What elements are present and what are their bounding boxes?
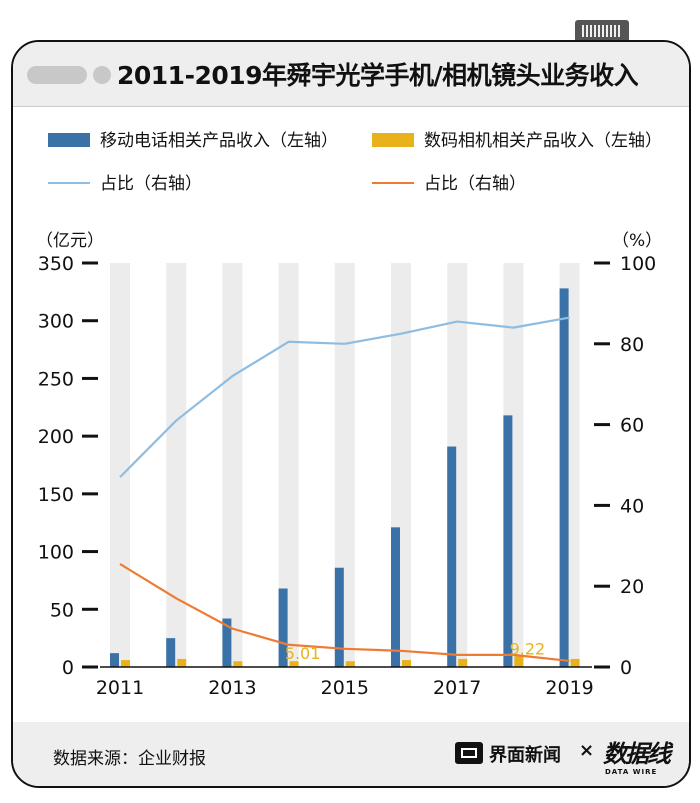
data-source: 数据来源：企业财报 <box>53 749 206 769</box>
legend-label-1: 移动电话相关产品收入（左轴） <box>100 131 338 151</box>
bar-mobile-2013 <box>222 618 232 667</box>
left-tick-label-0: 0 <box>62 657 74 679</box>
bar-mobile-2019 <box>559 288 569 667</box>
legend-swatch-1 <box>48 133 90 147</box>
left-tick-label-150: 150 <box>38 484 74 506</box>
title-dot-decor <box>93 66 111 84</box>
bg-column-2012 <box>166 263 187 667</box>
right-tick-label-40: 40 <box>620 495 644 517</box>
legend-swatch-2 <box>372 133 414 147</box>
bar-camera-2016 <box>402 660 411 667</box>
right-axis-unit: （%） <box>612 231 662 251</box>
bg-column-2014 <box>278 263 299 667</box>
left-axis-unit: （亿元） <box>36 231 104 251</box>
bg-column-2013 <box>222 263 243 667</box>
legend-label-2: 数码相机相关产品收入（左轴） <box>424 131 662 151</box>
bar-camera-2013 <box>233 661 243 667</box>
bar-mobile-2011 <box>110 653 119 667</box>
x-tick-label-2019: 2019 <box>545 677 593 699</box>
bar-camera-2017 <box>458 658 468 667</box>
title-bar: 2011-2019年舜宇光学手机/相机镜头业务收入 <box>13 42 689 107</box>
bar-mobile-2012 <box>166 638 176 667</box>
right-tick-label-20: 20 <box>620 576 644 598</box>
left-tick-label-250: 250 <box>38 368 74 390</box>
bar-camera-2015 <box>345 661 355 667</box>
right-tick-label-60: 60 <box>620 415 644 437</box>
x-tick-label-2015: 2015 <box>321 677 369 699</box>
footer-bar: 数据来源：企业财报 界面新闻 × 数据线 DATA WIRE <box>13 722 689 786</box>
right-tick-label-80: 80 <box>620 334 644 356</box>
data-label-1: 5.01 <box>285 644 321 663</box>
legend-label-3: 占比（右轴） <box>100 174 202 194</box>
jiemian-logo-icon <box>455 742 483 764</box>
bar-camera-2012 <box>177 658 187 667</box>
bg-column-2011 <box>110 263 130 667</box>
bar-camera-2018 <box>514 656 524 667</box>
line-mobile-share <box>119 316 570 478</box>
clip-grip <box>582 25 622 37</box>
bar-camera-2014 <box>289 661 299 667</box>
jiemian-logo-text: 界面新闻 <box>489 745 561 766</box>
left-tick-label-50: 50 <box>50 599 74 621</box>
left-tick-label-100: 100 <box>38 542 74 564</box>
legend-label-4: 占比（右轴） <box>424 174 526 194</box>
chart-title: 2011-2019年舜宇光学手机/相机镜头业务收入 <box>117 61 639 90</box>
x-tick-label-2011: 2011 <box>96 677 144 699</box>
bar-mobile-2017 <box>447 446 457 667</box>
bg-column-2015 <box>334 263 355 667</box>
bar-mobile-2018 <box>503 415 513 667</box>
data-label-2: 9.22 <box>510 639 546 658</box>
left-tick-label-300: 300 <box>38 311 74 333</box>
bar-mobile-2014 <box>278 588 288 667</box>
line-camera-share <box>119 563 570 663</box>
bar-mobile-2016 <box>391 527 400 667</box>
x-tick-label-2017: 2017 <box>433 677 481 699</box>
bar-mobile-2015 <box>334 567 344 667</box>
bar-camera-2019 <box>570 658 580 667</box>
left-tick-label-350: 350 <box>38 253 74 275</box>
right-tick-label-0: 0 <box>620 657 632 679</box>
title-pill-decor <box>27 66 87 84</box>
top-clip <box>575 20 629 42</box>
x-tick-label-2013: 2013 <box>208 677 256 699</box>
datawire-logo-sub: DATA WIRE <box>605 768 658 776</box>
left-tick-label-200: 200 <box>38 426 74 448</box>
datawire-logo-text: 数据线 <box>603 740 671 768</box>
bar-camera-2011 <box>121 660 130 667</box>
right-tick-label-100: 100 <box>620 253 656 275</box>
logo-separator: × <box>579 740 595 761</box>
